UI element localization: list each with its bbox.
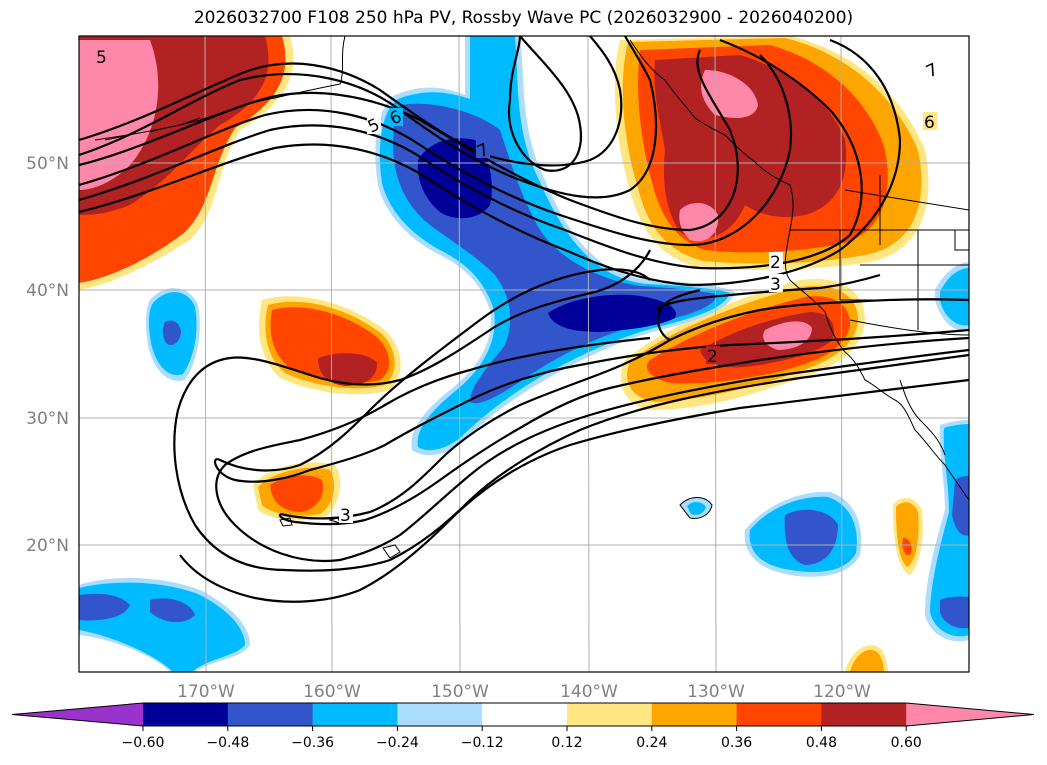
- lon-label: 140°W: [560, 682, 618, 702]
- colorbar-segment: [312, 703, 398, 726]
- lon-label: 150°W: [431, 682, 489, 702]
- colorbar-extend-high: [906, 703, 1034, 726]
- colorbar-segment: [227, 703, 314, 726]
- contour-label: 5: [96, 48, 107, 68]
- cold-anomaly-small: [680, 497, 712, 519]
- colorbar-segment: [736, 703, 822, 726]
- colorbar-tick-label: −0.24: [376, 735, 419, 751]
- colorbar-segment: [567, 703, 653, 726]
- cold-anomaly-southwest: [79, 578, 250, 672]
- lon-label: 130°W: [687, 682, 745, 702]
- lon-label: 160°W: [303, 682, 361, 702]
- contour-label: 6: [924, 113, 935, 133]
- contour-label: 3: [340, 506, 351, 526]
- contour-labels: 5 5 6 7 2 3 2 3 7 6: [95, 48, 941, 526]
- colorbar-tick-label: −0.48: [206, 735, 249, 751]
- plot-frame: [78, 35, 970, 673]
- longitude-labels: 170°W 160°W 150°W 140°W 130°W 120°W: [177, 682, 871, 702]
- colorbar-segment: [821, 703, 907, 726]
- coastlines: [94, 36, 969, 559]
- cold-anomaly-southeast: [744, 491, 862, 577]
- warm-anomaly-hawaii: [253, 462, 341, 521]
- colorbar-extend-low: [12, 703, 143, 726]
- colorbar-tick-label: −0.60: [122, 735, 165, 751]
- colorbar-tick-label: −0.12: [461, 735, 504, 751]
- colorbar-segment: [651, 703, 738, 726]
- colorbar-tick-label: −0.36: [291, 735, 334, 751]
- colorbar-tick-label: 0.60: [891, 735, 922, 751]
- lat-label: 50°N: [26, 154, 69, 174]
- warm-anomaly-small-patches: [845, 498, 923, 672]
- lat-label: 20°N: [26, 536, 69, 556]
- warm-anomaly-northeast: [614, 36, 929, 270]
- contour-label: 3: [770, 275, 781, 295]
- colorbar-segment: [143, 703, 229, 726]
- colorbar-tick-label: 0.36: [721, 735, 752, 751]
- colorbar-segment: [397, 703, 483, 726]
- lat-label: 40°N: [26, 281, 69, 301]
- colorbar-segment: [482, 703, 568, 726]
- colorbar-tick-label: 0.24: [636, 735, 667, 751]
- pv-shading: [79, 36, 969, 672]
- rossby-wave-contours: [79, 36, 969, 603]
- colorbar-tick-label: 0.48: [806, 735, 837, 751]
- lat-label: 30°N: [26, 409, 69, 429]
- contour-label: 2: [770, 253, 781, 273]
- cold-anomaly-west: [145, 288, 200, 381]
- colorbar: −0.60 −0.48 −0.36 −0.24 −0.12 0.12 0.24 0.36 0.4…: [11, 702, 1035, 751]
- lon-label: 170°W: [177, 682, 235, 702]
- lon-label: 120°W: [813, 682, 871, 702]
- contour-label: 2: [707, 347, 718, 367]
- colorbar-tick-label: 0.12: [551, 735, 582, 751]
- latitude-labels: 50°N 40°N 30°N 20°N: [26, 154, 69, 556]
- map-title: 2026032700 F108 250 hPa PV, Rossby Wave …: [193, 8, 854, 28]
- cold-anomaly-east-edge: [925, 262, 969, 642]
